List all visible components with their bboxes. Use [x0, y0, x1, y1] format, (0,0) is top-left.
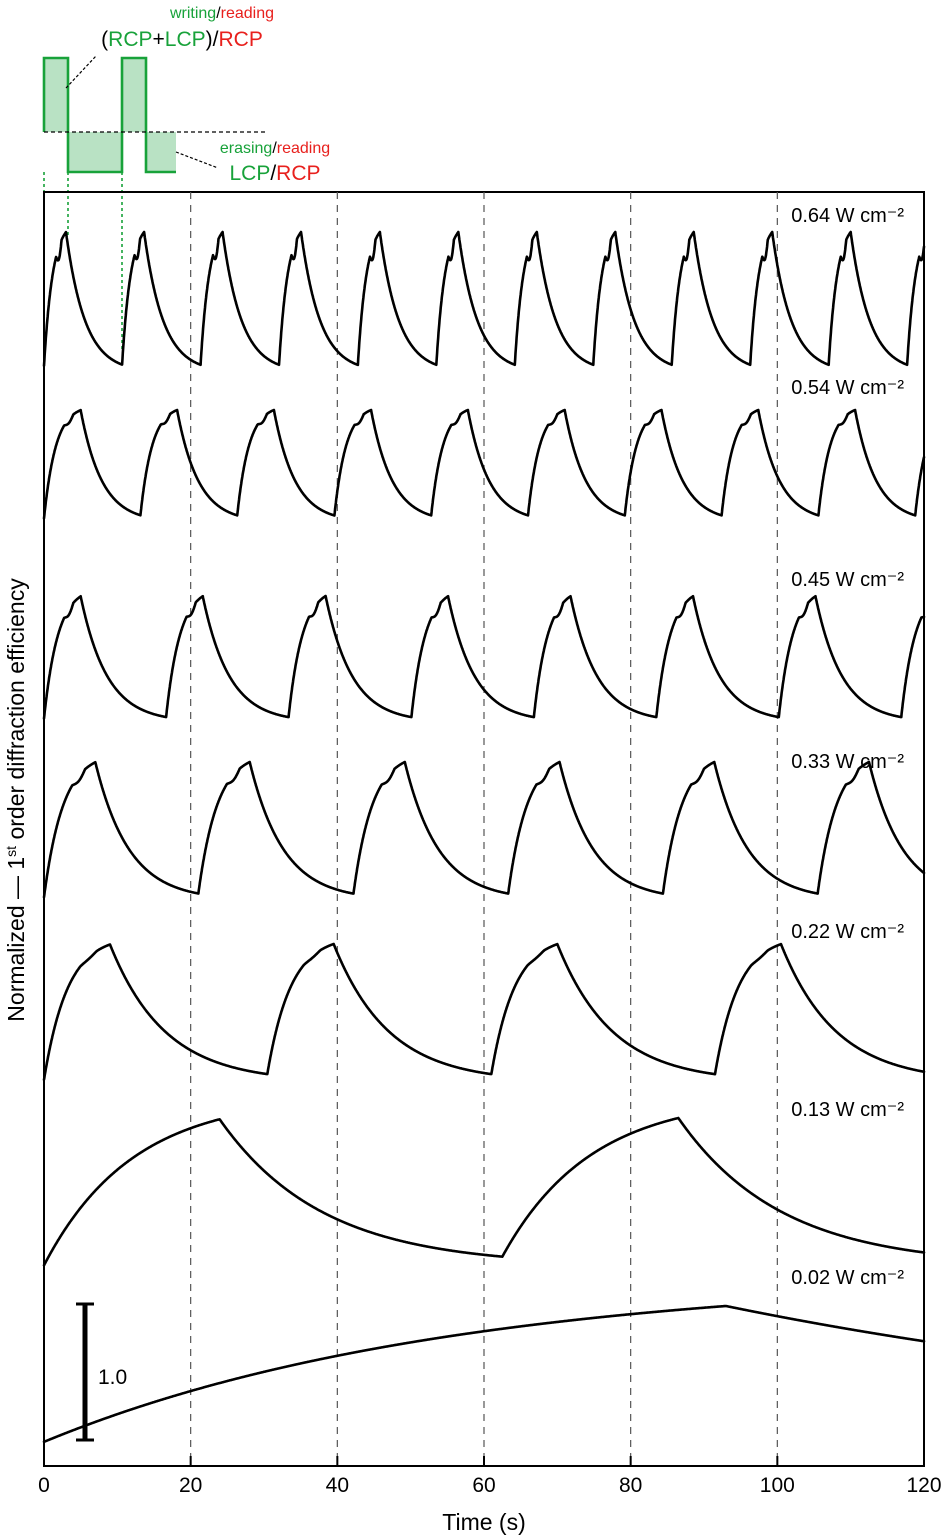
scale-bar: 1.0	[76, 1302, 127, 1442]
series-label: 0.64 W cm⁻²	[791, 205, 904, 227]
x-tick-label: 120	[906, 1474, 941, 1497]
erasing-leader-line	[175, 151, 219, 169]
trace-line	[42, 1304, 926, 1444]
y-axis-title: Normalized — 1st order diffraction effic…	[3, 578, 29, 1022]
plus: +	[153, 28, 165, 51]
x-axis-title: Time (s)	[442, 1509, 525, 1535]
paren-close: )	[206, 28, 213, 51]
rcp-red: RCP	[218, 28, 262, 51]
series-label: 0.13 W cm⁻²	[791, 1099, 904, 1121]
x-tick-label: 40	[326, 1474, 349, 1497]
lcp-green: LCP	[229, 162, 270, 185]
trace-line	[42, 760, 926, 899]
erasing-reading-label: erasing/reading	[220, 140, 330, 157]
x-tick-label: 100	[760, 1474, 795, 1497]
scale-bar-label: 1.0	[98, 1366, 127, 1389]
x-tick-label: 80	[619, 1474, 642, 1497]
slash: /	[216, 5, 221, 22]
series-label: 0.22 W cm⁻²	[791, 921, 904, 943]
writing-leader-line	[65, 55, 97, 89]
series-label: 0.45 W cm⁻²	[791, 569, 904, 591]
erasing-word: erasing	[220, 140, 272, 157]
vertical-dashed-lines	[190, 192, 778, 1466]
slash: /	[213, 28, 219, 51]
y-axis-title-sup: st	[3, 846, 19, 857]
x-tick-label: 20	[179, 1474, 202, 1497]
trace-line	[42, 594, 926, 720]
slash: /	[270, 162, 276, 185]
trace-line	[42, 1116, 926, 1267]
y-axis-title-main: Normalized — 1	[3, 857, 29, 1022]
trace-line	[42, 408, 926, 520]
x-axis-ticks: 0 20 40 60 80 100 120	[38, 1456, 942, 1497]
series-label: 0.02 W cm⁻²	[791, 1267, 904, 1289]
series-label: 0.33 W cm⁻²	[791, 751, 904, 773]
lcp-green: LCP	[165, 28, 206, 51]
trace-line	[42, 942, 926, 1081]
x-tick-label: 0	[38, 1474, 50, 1497]
x-tick-label: 60	[472, 1474, 495, 1497]
writing-polarization-label: (RCP+LCP)/RCP	[101, 28, 263, 51]
series-labels: 0.64 W cm⁻² 0.54 W cm⁻² 0.45 W cm⁻² 0.33 W …	[791, 205, 904, 1289]
series-label: 0.54 W cm⁻²	[791, 377, 904, 399]
pulse-fill	[44, 58, 176, 172]
rcp-red: RCP	[276, 162, 320, 185]
reading-word: reading	[221, 5, 274, 22]
writing-reading-label: writing/reading	[169, 5, 274, 22]
writing-word: writing	[169, 5, 216, 22]
trace-line	[42, 230, 926, 368]
rcp-green: RCP	[108, 28, 152, 51]
y-axis-title-rest: order diffraction efficiency	[3, 578, 29, 846]
traces	[42, 230, 926, 1444]
reading-word: reading	[277, 140, 330, 157]
slash: /	[272, 140, 277, 157]
pulse-schematic: writing/reading (RCP+LCP)/RCP erasing/re…	[42, 5, 330, 352]
paren-open: (	[101, 28, 108, 51]
erasing-polarization-label: LCP/RCP	[229, 162, 320, 185]
